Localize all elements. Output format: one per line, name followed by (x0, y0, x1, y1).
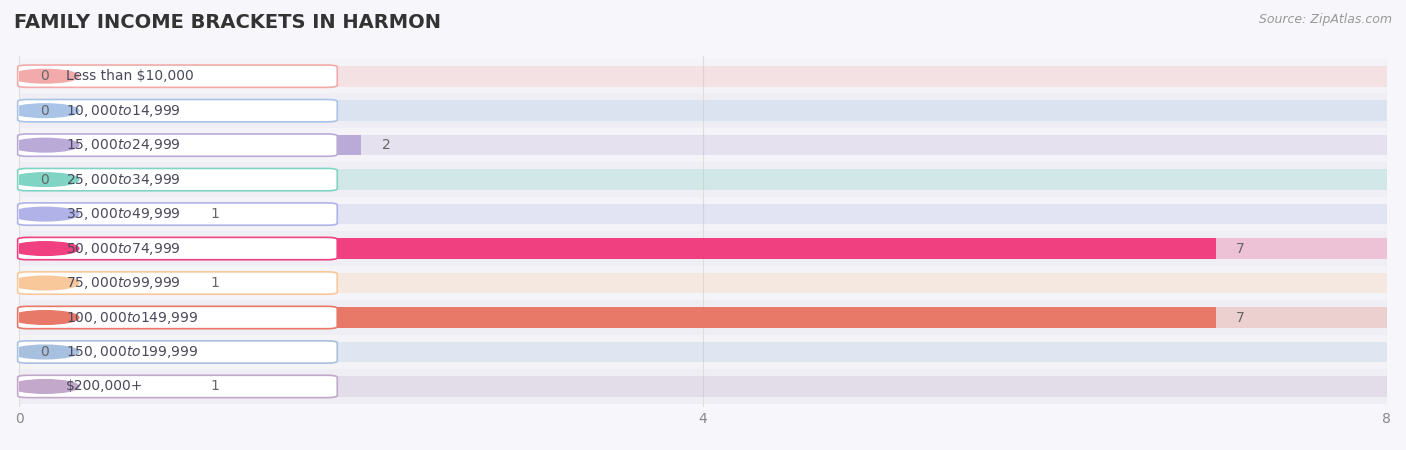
Text: $25,000 to $34,999: $25,000 to $34,999 (66, 171, 180, 188)
Bar (20, 94, 1386, 128)
Text: $35,000 to $49,999: $35,000 to $49,999 (66, 206, 180, 222)
Bar (20, 238, 1216, 259)
Text: Less than $10,000: Less than $10,000 (66, 69, 193, 83)
Bar (20, 100, 1386, 121)
Text: 1: 1 (211, 276, 219, 290)
Circle shape (11, 207, 79, 221)
Bar (20, 128, 1386, 162)
Text: 1: 1 (211, 207, 219, 221)
Text: $75,000 to $99,999: $75,000 to $99,999 (66, 275, 180, 291)
Circle shape (11, 242, 79, 256)
Bar (20, 307, 1386, 328)
Bar (20, 204, 190, 225)
Bar (20, 169, 1386, 190)
Text: 7: 7 (1236, 242, 1244, 256)
Bar (20, 238, 1386, 259)
FancyBboxPatch shape (18, 238, 337, 260)
Text: 2: 2 (381, 138, 391, 152)
Bar (20, 300, 1386, 335)
Text: $10,000 to $14,999: $10,000 to $14,999 (66, 103, 180, 119)
FancyBboxPatch shape (18, 272, 337, 294)
Bar (20, 376, 1386, 397)
Text: 0: 0 (39, 173, 49, 187)
Bar (20, 266, 1386, 300)
Text: $200,000+: $200,000+ (66, 379, 143, 393)
Bar (20, 307, 1216, 328)
FancyBboxPatch shape (18, 203, 337, 225)
Text: $100,000 to $149,999: $100,000 to $149,999 (66, 310, 198, 325)
Circle shape (11, 276, 79, 290)
Text: 7: 7 (1236, 310, 1244, 324)
FancyBboxPatch shape (18, 168, 337, 191)
Bar (20, 273, 190, 293)
Circle shape (11, 345, 79, 359)
Text: 1: 1 (211, 379, 219, 393)
Bar (20, 376, 190, 397)
Circle shape (11, 138, 79, 152)
Bar (20, 162, 1386, 197)
Text: Source: ZipAtlas.com: Source: ZipAtlas.com (1258, 14, 1392, 27)
Text: $150,000 to $199,999: $150,000 to $199,999 (66, 344, 198, 360)
FancyBboxPatch shape (18, 306, 337, 328)
Bar (20, 231, 1386, 266)
Bar (20, 204, 1386, 225)
Bar (20, 342, 1386, 362)
Bar (20, 273, 1386, 293)
Bar (20, 66, 1386, 86)
Circle shape (11, 380, 79, 393)
Bar (20, 135, 1386, 156)
Bar (20, 197, 1386, 231)
Text: FAMILY INCOME BRACKETS IN HARMON: FAMILY INCOME BRACKETS IN HARMON (14, 14, 441, 32)
FancyBboxPatch shape (18, 134, 337, 156)
Text: 0: 0 (39, 69, 49, 83)
Text: $15,000 to $24,999: $15,000 to $24,999 (66, 137, 180, 153)
Circle shape (11, 310, 79, 324)
FancyBboxPatch shape (18, 65, 337, 87)
Circle shape (11, 173, 79, 186)
Bar (20, 369, 1386, 404)
FancyBboxPatch shape (18, 375, 337, 398)
Bar (20, 335, 1386, 369)
Bar (20, 135, 361, 156)
Text: $50,000 to $74,999: $50,000 to $74,999 (66, 241, 180, 256)
Circle shape (11, 69, 79, 83)
Text: 0: 0 (39, 104, 49, 117)
FancyBboxPatch shape (18, 99, 337, 122)
Bar (20, 59, 1386, 94)
Circle shape (11, 104, 79, 117)
FancyBboxPatch shape (18, 341, 337, 363)
Text: 0: 0 (39, 345, 49, 359)
